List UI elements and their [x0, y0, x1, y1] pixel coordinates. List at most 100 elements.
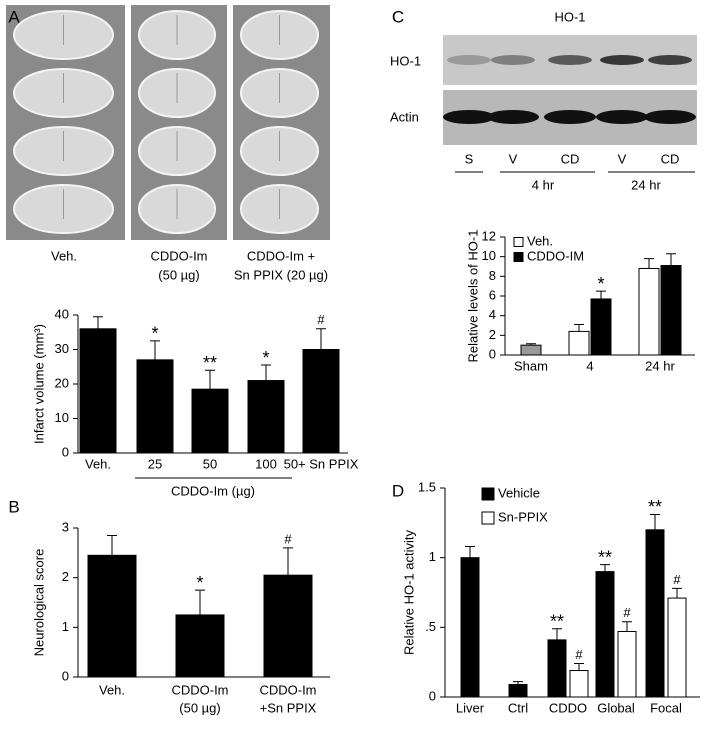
x-tick-label: Focal: [650, 700, 682, 715]
error-bar: [666, 253, 676, 266]
y-tick-label: 2: [62, 569, 69, 584]
error-bar: [316, 328, 326, 350]
legend-label: Veh.: [527, 233, 553, 248]
y-tick-label: 10: [55, 410, 69, 425]
error-bar: [107, 534, 117, 556]
y-tick-label: 10: [482, 248, 496, 263]
annotation: #: [317, 312, 325, 327]
y-tick-label: 6: [489, 287, 496, 302]
y-tick-label: 3: [62, 519, 69, 534]
error-bar: [672, 587, 682, 599]
error-bar: [596, 290, 606, 299]
legend-swatch: [513, 252, 524, 262]
lane-label: CD: [561, 151, 580, 166]
bar: [508, 683, 528, 698]
image-caption: CDDO-Im: [150, 248, 207, 263]
bar: [263, 574, 313, 678]
bar: [547, 639, 567, 698]
bar: [175, 614, 225, 678]
x-tick-label: 50+ Sn PPIX: [284, 456, 359, 471]
legend-label: Vehicle: [498, 485, 540, 500]
annotation: *: [262, 348, 269, 368]
x-tick-label: Ctrl: [508, 700, 528, 715]
blot-title: HO-1: [554, 9, 585, 24]
x-tick-label: 25: [148, 456, 162, 471]
bar: [87, 554, 137, 678]
error-bar: [552, 628, 562, 640]
y-axis-label: Relative HO-1 activity: [401, 530, 416, 655]
western-blot: [443, 35, 697, 145]
band: [596, 110, 648, 124]
band: [491, 55, 535, 65]
annotation: **: [203, 353, 217, 373]
error-bar: [93, 316, 103, 329]
image-caption: Veh.: [51, 248, 77, 263]
group-label: CDDO-Im (µg): [171, 483, 255, 498]
annotation: #: [623, 605, 631, 620]
image-caption: Sn PPIX (20 µg): [234, 267, 328, 282]
error-bar: [283, 547, 293, 576]
bar: [460, 557, 480, 698]
bar: [136, 359, 174, 454]
error-bar: [150, 340, 160, 360]
error-bar: [574, 663, 584, 671]
bar: [617, 631, 637, 698]
legend-swatch: [481, 487, 495, 501]
x-tick-label: 100: [255, 456, 277, 471]
annotation: *: [151, 324, 158, 344]
bar: [520, 344, 542, 356]
y-tick-label: 1.5: [418, 479, 436, 494]
x-tick-label: CDDO-Im: [259, 682, 316, 697]
x-tick-label: CDDO: [549, 700, 587, 715]
bar: [569, 670, 589, 698]
y-tick-label: 0: [62, 668, 69, 683]
annotation: #: [673, 572, 681, 587]
x-tick-label: (50 µg): [179, 700, 220, 715]
bar: [638, 267, 660, 356]
y-axis-label: Neurological score: [31, 549, 46, 657]
error-bar: [195, 589, 205, 615]
annotation: **: [648, 497, 662, 517]
annotation: **: [550, 611, 564, 631]
bar: [302, 349, 340, 454]
lane-label: V: [509, 151, 518, 166]
y-axis-label: Infarct volume (mm³): [31, 324, 46, 444]
error-bar: [513, 681, 523, 685]
bar: [568, 330, 590, 356]
annotation: #: [284, 531, 292, 546]
bar: [590, 298, 612, 356]
bar: [667, 597, 687, 698]
row-label: HO-1: [390, 53, 421, 68]
band: [544, 110, 596, 124]
error-bar: [600, 564, 610, 572]
legend-swatch: [481, 511, 495, 525]
image-caption: CDDO-Im +: [247, 248, 315, 263]
x-tick-label: Veh.: [85, 456, 111, 471]
y-tick-label: 1: [62, 619, 69, 634]
bar: [595, 571, 615, 698]
x-tick-label: Sham: [514, 358, 548, 373]
error-bar: [261, 364, 271, 381]
bar: [247, 380, 285, 454]
panel-letter: B: [8, 497, 19, 516]
group-label: 24 hr: [631, 177, 661, 192]
error-bar: [644, 258, 654, 269]
y-tick-label: 20: [55, 375, 69, 390]
bar: [191, 388, 229, 454]
error-bar: [574, 324, 584, 332]
x-tick-label: 50: [203, 456, 217, 471]
y-tick-label: 40: [55, 306, 69, 321]
x-tick-label: Global: [597, 700, 635, 715]
y-tick-label: 1: [429, 549, 436, 564]
y-tick-label: 30: [55, 341, 69, 356]
x-tick-label: 4: [586, 358, 593, 373]
y-tick-label: .5: [425, 619, 436, 634]
bar: [79, 328, 117, 454]
band: [443, 110, 495, 124]
error-bar: [622, 621, 632, 632]
y-tick-label: 4: [489, 307, 496, 322]
panel-letter: A: [8, 7, 20, 26]
x-tick-label: 24 hr: [645, 358, 675, 373]
band: [487, 110, 539, 124]
lane-label: S: [465, 151, 474, 166]
